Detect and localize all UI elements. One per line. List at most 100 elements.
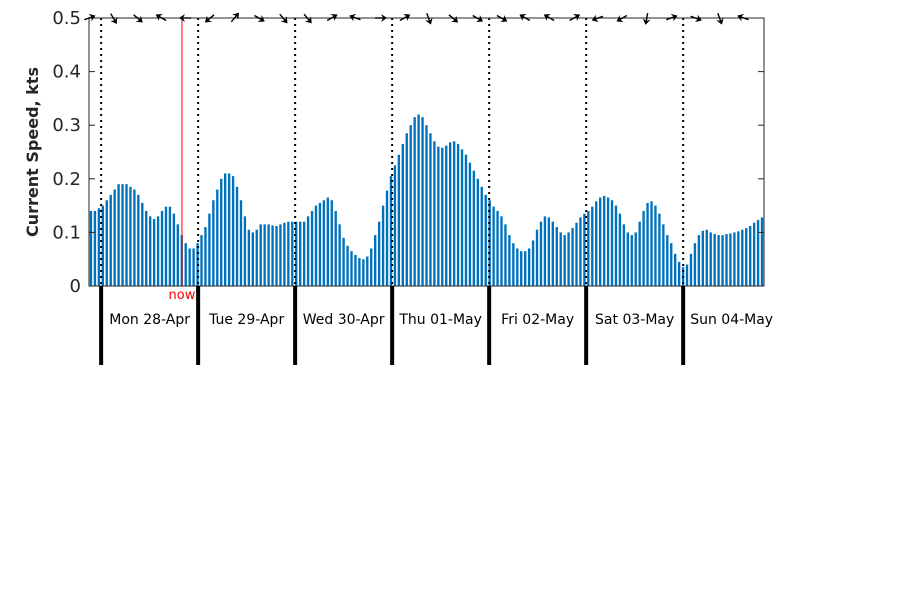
speed-bar	[449, 142, 452, 286]
speed-bar	[326, 197, 329, 286]
direction-arrow	[179, 14, 192, 22]
y-tick-label: 0	[70, 276, 81, 297]
speed-bar	[247, 229, 251, 286]
day-label: Fri 02-May	[501, 312, 574, 328]
speed-bar	[366, 256, 369, 286]
day-label: Wed 30-Apr	[303, 312, 385, 328]
speed-bar	[385, 190, 389, 286]
speed-bar	[152, 219, 156, 286]
speed-bar	[551, 221, 554, 286]
speed-bar	[255, 229, 258, 286]
day-dividers	[99, 286, 686, 365]
speed-bar	[733, 232, 736, 286]
speed-bar	[227, 173, 231, 286]
direction-arrow	[254, 14, 265, 22]
speed-bar	[543, 216, 547, 286]
direction-arrow	[425, 13, 433, 25]
speed-bar	[642, 210, 645, 286]
speed-bar	[401, 143, 404, 286]
direction-arrow	[569, 14, 581, 22]
y-tick-label: 0.3	[52, 115, 81, 136]
direction-arrow	[616, 14, 628, 22]
direction-arrow	[230, 12, 240, 23]
speed-bar	[243, 216, 247, 286]
speed-bar	[749, 225, 752, 286]
speed-bar	[350, 251, 353, 286]
speed-bar	[389, 176, 393, 286]
speed-bar	[567, 232, 570, 286]
speed-bar	[666, 235, 669, 286]
direction-arrow	[110, 13, 118, 25]
day-label: Sun 04-May	[690, 312, 773, 328]
speed-bar	[464, 154, 468, 286]
speed-bar	[89, 210, 93, 286]
speed-bar	[571, 228, 574, 286]
speed-bar	[441, 147, 444, 286]
speed-bar	[752, 222, 756, 286]
speed-bar	[614, 205, 618, 286]
speed-bar	[101, 205, 104, 286]
speed-bar	[299, 221, 302, 286]
direction-arrow	[349, 13, 361, 22]
speed-bar	[729, 233, 732, 286]
speed-bar	[646, 202, 649, 286]
speed-bar	[725, 234, 728, 286]
direction-arrow	[543, 14, 555, 22]
y-axis-ticks: 0 0.1 0.2 0.3 0.4 0.5	[52, 8, 764, 297]
direction-arrow	[399, 14, 411, 22]
speed-bar	[346, 245, 349, 286]
speed-bar	[626, 232, 629, 286]
direction-arrow	[690, 14, 702, 23]
speed-bar	[393, 165, 397, 286]
speed-bar	[318, 202, 322, 286]
speed-bar	[235, 186, 239, 286]
speed-bar	[531, 240, 535, 286]
day-label: Thu 01-May	[398, 312, 482, 328]
speed-bar	[145, 210, 148, 286]
speed-bar	[330, 200, 333, 286]
direction-arrow	[84, 13, 96, 22]
day-label: Tue 29-Apr	[208, 312, 284, 328]
speed-bar	[701, 230, 704, 286]
speed-bar	[188, 248, 191, 286]
speed-bar	[488, 200, 491, 286]
speed-bar	[306, 216, 310, 286]
speed-bar	[472, 170, 476, 286]
speed-bar	[527, 248, 531, 286]
speed-bar	[713, 234, 716, 286]
speed-bar	[354, 254, 357, 286]
speed-bar	[149, 216, 152, 286]
speed-bar	[287, 221, 290, 286]
direction-arrow	[448, 14, 459, 23]
speed-bar	[397, 154, 401, 286]
speed-bar	[164, 206, 168, 286]
speed-bar	[342, 237, 345, 286]
speed-bar	[689, 253, 693, 286]
direction-arrow	[716, 13, 724, 25]
speed-bar	[141, 202, 144, 286]
now-label: now	[169, 288, 196, 303]
day-labels: Mon 28-Apr Tue 29-Apr Wed 30-Apr Thu 01-May…	[109, 312, 773, 328]
direction-arrow	[642, 12, 651, 25]
speed-bar	[421, 117, 424, 286]
speed-bar	[630, 235, 633, 286]
direction-arrow	[204, 14, 215, 23]
direction-arrow	[666, 13, 678, 22]
speed-bar	[200, 235, 203, 286]
speed-bar	[204, 227, 207, 286]
speed-bar	[362, 259, 365, 286]
speed-bar	[374, 235, 377, 286]
speed-bar	[496, 210, 499, 286]
direction-arrow	[375, 14, 388, 22]
speed-bar	[697, 235, 701, 286]
direction-arrow	[591, 14, 604, 23]
speed-bar	[405, 133, 408, 286]
speed-bar	[160, 210, 164, 286]
speed-bar	[555, 227, 558, 286]
y-tick-label: 0.1	[52, 222, 81, 243]
speed-bar	[271, 225, 274, 286]
speed-bar	[370, 248, 373, 286]
speed-bar	[468, 162, 472, 286]
speed-bar	[599, 197, 602, 286]
speed-bar	[476, 178, 479, 286]
